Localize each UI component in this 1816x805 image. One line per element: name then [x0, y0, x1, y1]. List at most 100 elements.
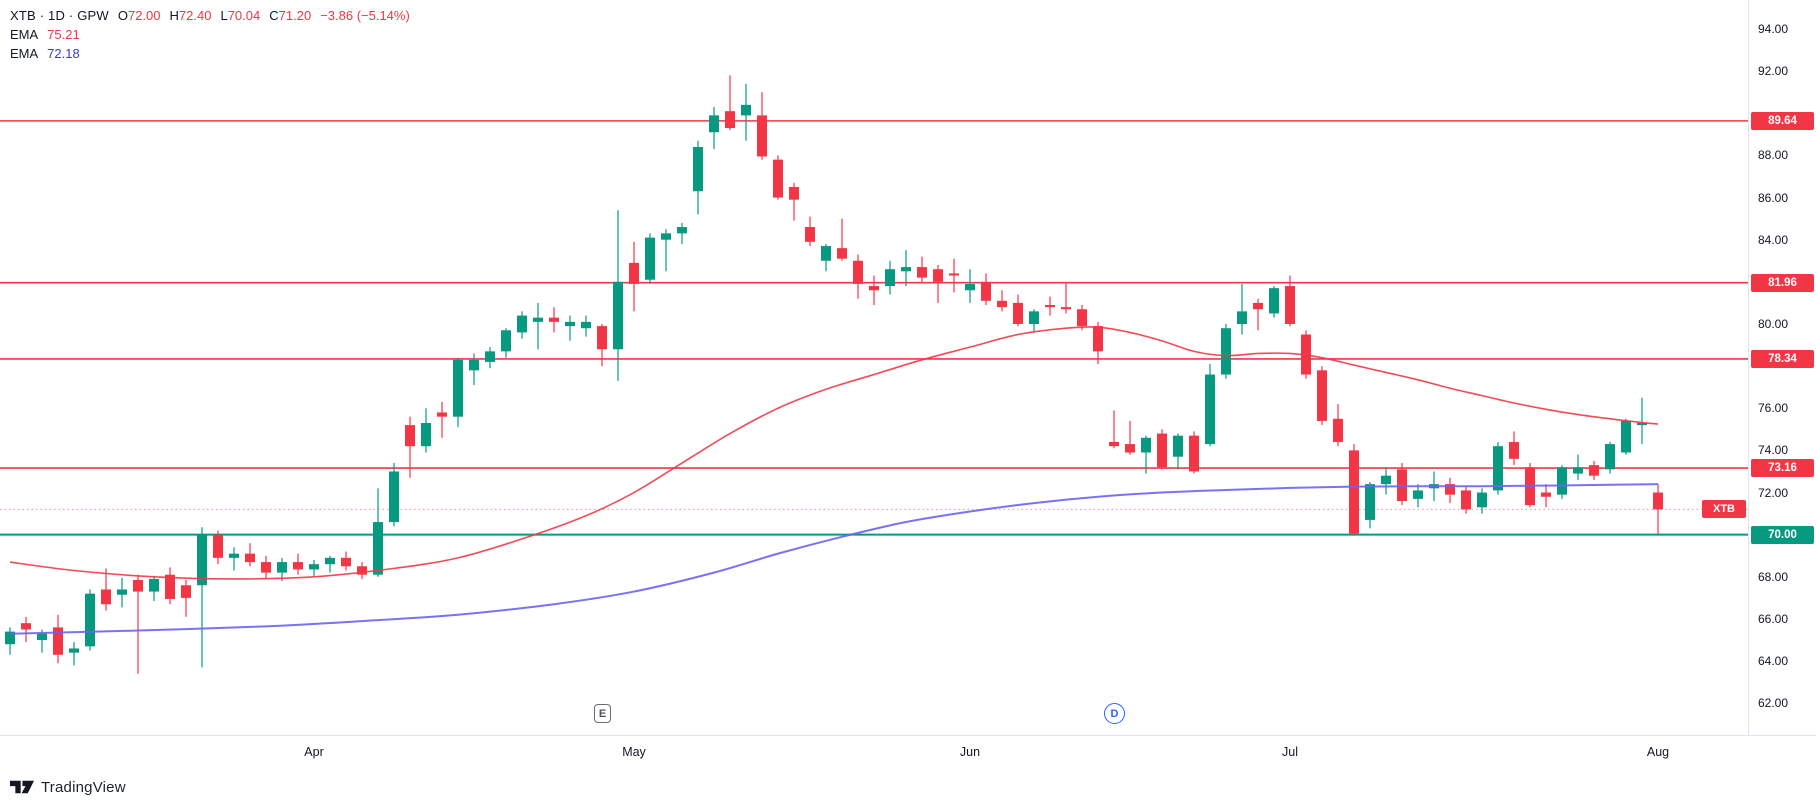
candle[interactable]: [1189, 431, 1199, 474]
candle[interactable]: [469, 353, 479, 386]
candle[interactable]: [1317, 366, 1327, 426]
candlestick-chart[interactable]: [0, 0, 1748, 735]
candle[interactable]: [613, 210, 623, 381]
candle[interactable]: [1397, 463, 1407, 506]
candle[interactable]: [1461, 486, 1471, 514]
candle[interactable]: [1141, 435, 1151, 474]
candle[interactable]: [229, 547, 239, 571]
candle[interactable]: [645, 233, 655, 284]
candle[interactable]: [1509, 431, 1519, 466]
candle[interactable]: [453, 357, 463, 428]
candle[interactable]: [1413, 484, 1423, 508]
candle[interactable]: [325, 555, 335, 573]
tradingview-logo-link[interactable]: TradingView: [10, 776, 126, 798]
candle[interactable]: [21, 616, 31, 643]
candle[interactable]: [661, 229, 671, 272]
candle[interactable]: [885, 260, 895, 295]
candle[interactable]: [149, 575, 159, 602]
candle[interactable]: [1221, 323, 1231, 379]
ema-slow-line[interactable]: [9, 483, 1659, 635]
candle[interactable]: [965, 269, 975, 303]
candle[interactable]: [1045, 296, 1055, 316]
candle[interactable]: [69, 642, 79, 666]
candle[interactable]: [261, 555, 271, 579]
candle[interactable]: [1605, 441, 1615, 474]
candle[interactable]: [373, 488, 383, 577]
candle[interactable]: [117, 577, 127, 608]
candle[interactable]: [1109, 410, 1119, 449]
candle[interactable]: [1173, 433, 1183, 470]
candle[interactable]: [997, 290, 1007, 312]
candle[interactable]: [85, 589, 95, 651]
candle[interactable]: [53, 614, 63, 664]
candle[interactable]: [5, 627, 15, 655]
candle[interactable]: [1029, 309, 1039, 333]
candle[interactable]: [1621, 418, 1631, 455]
candle[interactable]: [773, 155, 783, 200]
candle[interactable]: [1333, 404, 1343, 447]
candle[interactable]: [197, 527, 207, 668]
candle[interactable]: [581, 315, 591, 337]
candle[interactable]: [1285, 275, 1295, 327]
candle[interactable]: [533, 302, 543, 350]
ema-fast-legend-row[interactable]: EMA 75.21: [10, 25, 410, 44]
candle[interactable]: [1093, 321, 1103, 365]
candle[interactable]: [421, 408, 431, 453]
candle[interactable]: [1077, 305, 1087, 331]
candle[interactable]: [597, 323, 607, 367]
candle[interactable]: [501, 328, 511, 358]
earnings-badge[interactable]: E: [594, 704, 611, 723]
candle[interactable]: [437, 401, 447, 438]
candle[interactable]: [933, 264, 943, 303]
candle[interactable]: [485, 347, 495, 369]
candle[interactable]: [677, 222, 687, 244]
candle[interactable]: [917, 256, 927, 282]
candle[interactable]: [1013, 294, 1023, 327]
candle[interactable]: [1061, 281, 1071, 314]
candle[interactable]: [837, 218, 847, 261]
candle[interactable]: [1445, 477, 1455, 504]
candle[interactable]: [405, 416, 415, 478]
candle[interactable]: [629, 241, 639, 312]
candle[interactable]: [293, 553, 303, 575]
candle[interactable]: [165, 567, 175, 605]
candle[interactable]: [549, 307, 559, 333]
candle[interactable]: [245, 543, 255, 567]
ema-fast-line[interactable]: [9, 326, 1659, 580]
ema-slow-legend-row[interactable]: EMA 72.18: [10, 44, 410, 63]
candle[interactable]: [1573, 454, 1583, 480]
candle[interactable]: [1637, 397, 1647, 445]
candle[interactable]: [1349, 444, 1359, 536]
candle[interactable]: [181, 579, 191, 617]
candle[interactable]: [901, 250, 911, 287]
candle[interactable]: [1237, 283, 1247, 335]
candle[interactable]: [1157, 429, 1167, 470]
candle[interactable]: [133, 574, 143, 674]
candle[interactable]: [1205, 364, 1215, 447]
candle[interactable]: [565, 315, 575, 341]
candle[interactable]: [853, 254, 863, 299]
candle[interactable]: [805, 216, 815, 247]
price-axis[interactable]: 94.00 92.00 88.00 86.00 84.00 80.00 76.00 74.00…: [1748, 0, 1816, 770]
candle[interactable]: [517, 311, 527, 339]
candle[interactable]: [741, 83, 751, 141]
candle[interactable]: [341, 551, 351, 571]
candle[interactable]: [389, 463, 399, 527]
time-axis[interactable]: Apr May Jun Jul Aug: [0, 735, 1816, 772]
candle[interactable]: [1653, 484, 1663, 534]
candle[interactable]: [693, 140, 703, 215]
candle[interactable]: [1253, 298, 1263, 331]
chart-plot-area[interactable]: XTB · 1D · GPW O72.00 H72.40 L70.04 C71.…: [0, 0, 1748, 735]
candle[interactable]: [1125, 420, 1135, 455]
candle[interactable]: [1365, 482, 1375, 529]
dividend-badge[interactable]: D: [1104, 703, 1125, 724]
candle[interactable]: [357, 562, 367, 579]
candle[interactable]: [981, 273, 991, 306]
candle[interactable]: [725, 75, 735, 131]
candle[interactable]: [821, 243, 831, 272]
candle[interactable]: [869, 275, 879, 306]
candle[interactable]: [789, 182, 799, 221]
symbol-info-row[interactable]: XTB · 1D · GPW O72.00 H72.40 L70.04 C71.…: [10, 6, 410, 25]
candle[interactable]: [101, 568, 111, 611]
candle[interactable]: [757, 92, 767, 160]
